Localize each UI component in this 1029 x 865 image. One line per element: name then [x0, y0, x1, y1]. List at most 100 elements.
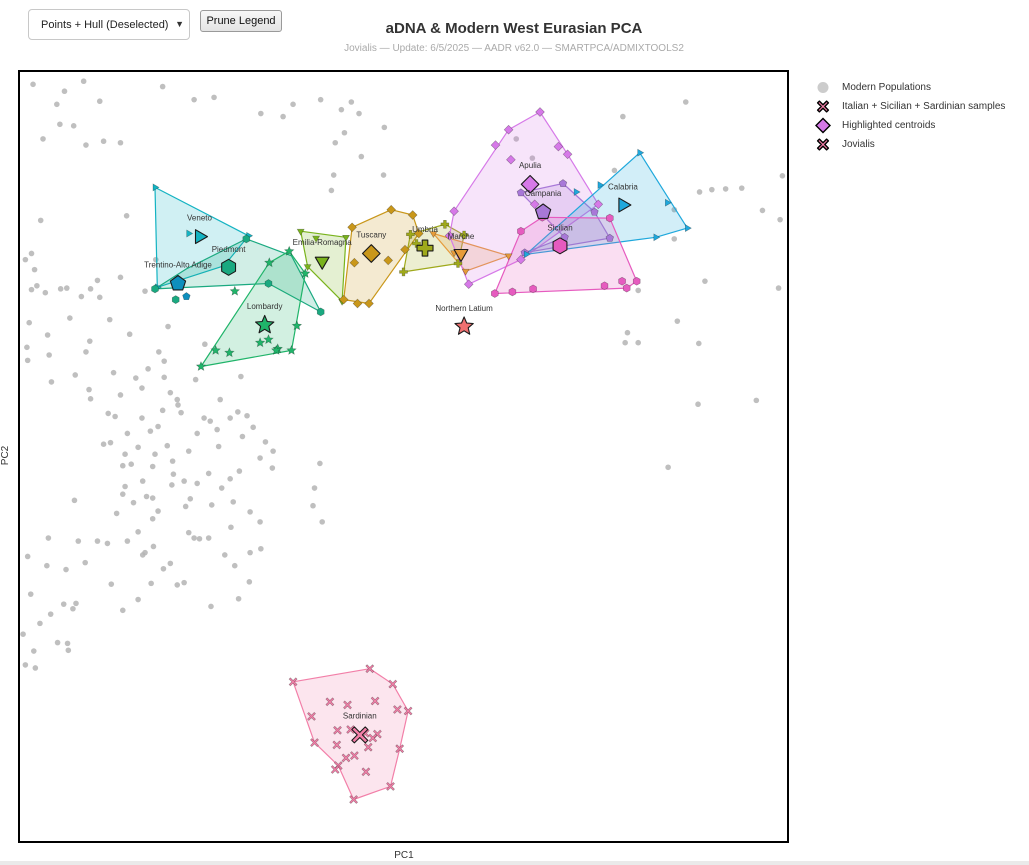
sample-point-lombardy[interactable] — [195, 360, 207, 372]
modern-population-point[interactable] — [775, 285, 782, 291]
sample-point-piedmont[interactable] — [316, 307, 325, 317]
modern-population-point[interactable] — [44, 562, 50, 569]
modern-population-point[interactable] — [113, 510, 120, 517]
sample-point-sardinian[interactable] — [363, 742, 373, 752]
modern-population-point[interactable] — [100, 441, 107, 447]
modern-population-point[interactable] — [27, 591, 34, 597]
modern-population-point[interactable] — [128, 461, 135, 467]
modern-population-point[interactable] — [244, 412, 250, 419]
sample-point-tuscany[interactable] — [352, 298, 363, 309]
modern-population-point[interactable] — [37, 217, 44, 224]
modern-population-point[interactable] — [60, 601, 67, 607]
modern-population-point[interactable] — [311, 485, 318, 491]
modern-population-point[interactable] — [133, 375, 139, 381]
modern-population-point[interactable] — [174, 582, 181, 588]
sample-point-sardinian[interactable] — [370, 696, 380, 706]
modern-population-point[interactable] — [46, 352, 52, 358]
modern-population-point[interactable] — [247, 509, 253, 515]
centroid-piedmont[interactable] — [221, 258, 237, 276]
modern-population-point[interactable] — [192, 376, 199, 383]
sample-point-apulia[interactable] — [444, 230, 455, 241]
modern-population-point[interactable] — [319, 519, 325, 525]
modern-population-point[interactable] — [214, 426, 220, 433]
modern-population-point[interactable] — [239, 433, 246, 440]
modern-population-point[interactable] — [45, 535, 52, 541]
sample-point-sicilian[interactable] — [508, 287, 517, 297]
modern-population-point[interactable] — [61, 88, 68, 95]
centroid-apulia[interactable] — [520, 174, 540, 194]
sample-point-sardinian[interactable] — [349, 751, 359, 761]
sample-point-apulia[interactable] — [503, 124, 514, 135]
modern-population-point[interactable] — [257, 455, 263, 461]
modern-population-point[interactable] — [161, 374, 167, 381]
modern-population-point[interactable] — [44, 332, 51, 338]
modern-population-point[interactable] — [124, 430, 131, 437]
sample-point-calabria[interactable] — [684, 224, 692, 233]
modern-population-point[interactable] — [159, 407, 166, 414]
sample-point-tuscany[interactable] — [347, 222, 357, 233]
sample-point-sardinian[interactable] — [361, 767, 371, 777]
modern-population-point[interactable] — [139, 552, 146, 558]
modern-population-point[interactable] — [86, 386, 92, 393]
centroid-veneto[interactable] — [194, 229, 209, 245]
sample-point-sicilian[interactable] — [622, 283, 631, 293]
modern-population-point[interactable] — [185, 448, 192, 454]
centroid-lombardy[interactable] — [255, 314, 275, 334]
modern-population-point[interactable] — [31, 648, 37, 654]
modern-population-point[interactable] — [24, 344, 30, 351]
modern-population-point[interactable] — [207, 418, 214, 424]
modern-population-point[interactable] — [20, 631, 26, 637]
sample-point-apulia[interactable] — [463, 279, 474, 290]
modern-population-point[interactable] — [96, 294, 103, 301]
modern-population-point[interactable] — [169, 458, 176, 464]
sample-point-sardinian[interactable] — [388, 679, 398, 689]
modern-population-point[interactable] — [238, 373, 244, 380]
sample-point-piedmont[interactable] — [264, 279, 273, 288]
modern-population-point[interactable] — [149, 463, 156, 470]
modern-population-point[interactable] — [702, 278, 708, 284]
modern-population-point[interactable] — [147, 428, 154, 434]
modern-population-point[interactable] — [635, 339, 642, 346]
sample-point-sardinian[interactable] — [386, 781, 395, 791]
modern-population-point[interactable] — [258, 110, 264, 117]
modern-population-point[interactable] — [107, 439, 114, 446]
modern-population-point[interactable] — [70, 123, 77, 129]
centroid-tuscany[interactable] — [361, 244, 381, 263]
sample-point-apulia[interactable] — [506, 154, 516, 165]
modern-population-point[interactable] — [122, 483, 128, 490]
modern-population-point[interactable] — [126, 331, 133, 338]
modern-population-point[interactable] — [63, 285, 70, 291]
modern-population-point[interactable] — [380, 172, 387, 178]
sample-point-apulia[interactable] — [449, 206, 459, 217]
sample-point-lombardy[interactable] — [254, 337, 266, 348]
sample-point-sardinian[interactable] — [333, 725, 342, 735]
modern-population-point[interactable] — [231, 562, 238, 569]
sample-point-apulia[interactable] — [562, 149, 573, 160]
sample-point-lombardy[interactable] — [263, 257, 275, 268]
modern-population-point[interactable] — [169, 482, 175, 488]
modern-population-point[interactable] — [191, 535, 197, 541]
sample-point-marche[interactable] — [461, 268, 470, 276]
sample-point-sicilian[interactable] — [618, 276, 626, 286]
modern-population-point[interactable] — [159, 83, 166, 90]
modern-population-point[interactable] — [187, 495, 194, 502]
modern-population-point[interactable] — [674, 318, 681, 324]
prune-legend-button[interactable]: Prune Legend — [200, 10, 282, 32]
sample-point-tuscany[interactable] — [407, 210, 418, 220]
modern-population-point[interactable] — [257, 519, 263, 525]
modern-population-point[interactable] — [181, 478, 187, 484]
sample-point-sardinian[interactable] — [395, 744, 405, 754]
modern-population-point[interactable] — [235, 409, 241, 415]
sample-point-lombardy[interactable] — [210, 344, 221, 355]
sample-point-umbria[interactable] — [440, 220, 450, 229]
sample-point-tuscany[interactable] — [383, 255, 394, 266]
modern-population-point[interactable] — [83, 349, 89, 355]
legend-item-highlighted-centroids[interactable]: Highlighted centroids — [812, 116, 1005, 135]
sample-point-sardinian[interactable] — [343, 700, 352, 710]
modern-population-point[interactable] — [671, 206, 678, 213]
modern-population-point[interactable] — [28, 286, 35, 293]
modern-population-point[interactable] — [70, 605, 76, 612]
modern-population-point[interactable] — [80, 78, 87, 85]
sample-point-sicilian[interactable] — [632, 276, 641, 286]
sample-point-lombardy[interactable] — [286, 344, 297, 355]
